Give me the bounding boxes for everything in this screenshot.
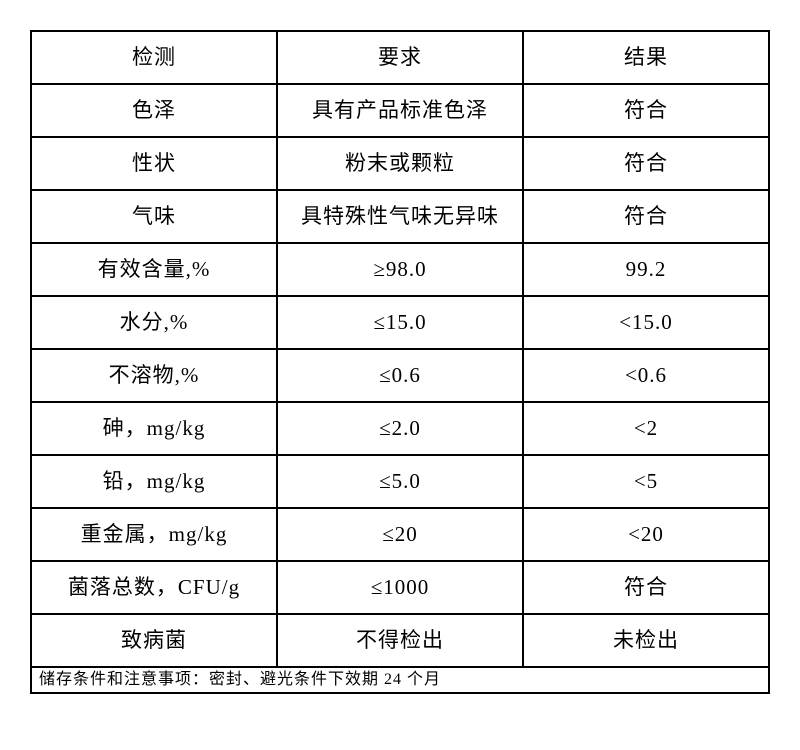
requirement-cell: ≤0.6 xyxy=(276,348,524,403)
column-header-test: 检测 xyxy=(30,30,278,85)
table-header-row: 检测 要求 结果 xyxy=(30,30,770,85)
result-cell: 未检出 xyxy=(522,613,770,668)
table-row: 重金属，mg/kg ≤20 <20 xyxy=(30,507,770,562)
requirement-cell: 粉末或颗粒 xyxy=(276,136,524,191)
table-row: 气味 具特殊性气味无异味 符合 xyxy=(30,189,770,244)
requirement-cell: 具特殊性气味无异味 xyxy=(276,189,524,244)
table-row: 致病菌 不得检出 未检出 xyxy=(30,613,770,668)
table-row: 水分,% ≤15.0 <15.0 xyxy=(30,295,770,350)
table-footer-row: 储存条件和注意事项：密封、避光条件下效期 24 个月 xyxy=(30,666,770,694)
result-cell: <2 xyxy=(522,401,770,456)
requirement-cell: ≥98.0 xyxy=(276,242,524,297)
table-row: 有效含量,% ≥98.0 99.2 xyxy=(30,242,770,297)
table-row: 菌落总数，CFU/g ≤1000 符合 xyxy=(30,560,770,615)
test-item-cell: 重金属，mg/kg xyxy=(30,507,278,562)
result-cell: <0.6 xyxy=(522,348,770,403)
table-row: 铅，mg/kg ≤5.0 <5 xyxy=(30,454,770,509)
requirement-cell: ≤15.0 xyxy=(276,295,524,350)
result-cell: 99.2 xyxy=(522,242,770,297)
result-cell: <15.0 xyxy=(522,295,770,350)
requirement-cell: ≤5.0 xyxy=(276,454,524,509)
table-row: 性状 粉末或颗粒 符合 xyxy=(30,136,770,191)
inspection-table: 检测 要求 结果 色泽 具有产品标准色泽 符合 性状 粉末或颗粒 符合 气味 具… xyxy=(30,30,770,694)
result-cell: 符合 xyxy=(522,560,770,615)
storage-note-cell: 储存条件和注意事项：密封、避光条件下效期 24 个月 xyxy=(30,666,770,694)
requirement-cell: ≤2.0 xyxy=(276,401,524,456)
test-item-cell: 不溶物,% xyxy=(30,348,278,403)
result-cell: 符合 xyxy=(522,189,770,244)
requirement-cell: ≤1000 xyxy=(276,560,524,615)
requirement-cell: 具有产品标准色泽 xyxy=(276,83,524,138)
test-item-cell: 色泽 xyxy=(30,83,278,138)
requirement-cell: ≤20 xyxy=(276,507,524,562)
test-item-cell: 有效含量,% xyxy=(30,242,278,297)
test-item-cell: 水分,% xyxy=(30,295,278,350)
table-row: 色泽 具有产品标准色泽 符合 xyxy=(30,83,770,138)
test-item-cell: 性状 xyxy=(30,136,278,191)
result-cell: 符合 xyxy=(522,136,770,191)
table-row: 不溶物,% ≤0.6 <0.6 xyxy=(30,348,770,403)
test-item-cell: 砷，mg/kg xyxy=(30,401,278,456)
requirement-cell: 不得检出 xyxy=(276,613,524,668)
result-cell: <20 xyxy=(522,507,770,562)
test-item-cell: 铅，mg/kg xyxy=(30,454,278,509)
test-item-cell: 菌落总数，CFU/g xyxy=(30,560,278,615)
table-row: 砷，mg/kg ≤2.0 <2 xyxy=(30,401,770,456)
result-cell: 符合 xyxy=(522,83,770,138)
test-item-cell: 气味 xyxy=(30,189,278,244)
result-cell: <5 xyxy=(522,454,770,509)
column-header-result: 结果 xyxy=(522,30,770,85)
test-item-cell: 致病菌 xyxy=(30,613,278,668)
column-header-requirement: 要求 xyxy=(276,30,524,85)
